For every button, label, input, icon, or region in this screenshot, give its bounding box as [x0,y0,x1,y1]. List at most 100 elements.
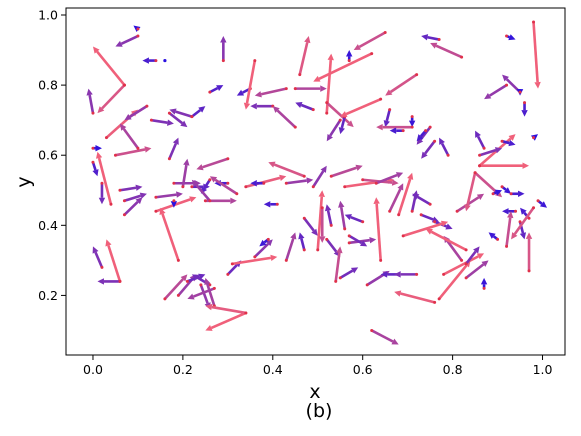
arrow-head [430,42,438,49]
arrow-shaft [465,250,477,265]
quiver-arrow [124,104,149,121]
arrow-head [511,232,518,240]
arrow-origin-dot [311,185,315,189]
arrow-origin-dot [383,31,387,35]
arrow-origin-dot [284,181,288,185]
quiver-arrow [374,172,404,185]
arrow-origin-dot [230,262,234,266]
arrow-origin-dot [415,73,419,77]
quiver-arrow [208,85,224,94]
arrow-shaft [325,238,338,253]
arrow-origin-dot [428,202,432,206]
arrow-origin-dot [410,209,414,213]
arrow-head [475,130,481,138]
arrow-origin-dot [401,234,405,238]
quiver-arrow [91,160,99,177]
arrow-origin-dot [338,276,342,280]
arrow-head [250,102,257,110]
quiver-arrow [98,181,106,205]
arrow-origin-dot [482,146,486,150]
plot-frame [65,7,566,356]
quiver-arrow [319,206,326,243]
arrow-origin-dot [442,272,446,276]
arrow-head [191,179,199,187]
arrow-shaft [195,183,211,202]
y-axis-ticks: 0.2 0.4 0.6 0.8 1.0 [38,8,66,303]
arrow-head [522,162,530,169]
arrow-origin-dot [302,174,306,178]
arrow-head [254,91,262,98]
quiver-arrow [516,89,524,96]
arrow-head [521,110,528,117]
quiver-arrow [329,164,363,178]
quiver-arrow [181,158,190,189]
arrow-head [313,75,321,82]
arrow-head [189,196,197,203]
arrow-origin-dot [167,111,171,115]
arrow-head [92,246,99,254]
arrow-head [507,211,514,219]
arrow-head [204,277,211,286]
arrow-origin-dot [208,199,212,203]
arrow-shaft [253,242,270,258]
quiver-arrow [92,46,126,87]
arrow-shaft [474,171,499,194]
arrow-head [327,53,334,61]
arrow-head [397,183,404,191]
arrow-origin-dot [208,90,212,94]
quiver-arrow [488,232,500,241]
arrow-shaft [476,135,486,149]
arrow-origin-dot [388,108,392,112]
quiver-arrow [464,260,489,280]
arrow-head [163,58,167,63]
arrow-shaft [326,210,333,226]
arrow-origin-dot [419,213,423,217]
arrow-head [180,120,188,128]
quiver-arrow [324,204,333,227]
arrow-head [144,146,152,153]
arrow-origin-dot [203,199,207,203]
arrow-origin-dot [514,209,518,213]
arrow-origin-dot [284,87,288,91]
arrow-origin-dot [437,297,441,301]
arrow-origin-dot [509,192,513,196]
x-axis-ticks: 0.0 0.2 0.4 0.6 0.8 1.0 [83,355,553,377]
arrow-head [346,120,354,128]
quiver-arrow [154,191,183,199]
arrow-origin-dot [325,111,329,115]
quiver-arrow [491,189,503,196]
arrow-origin-dot [154,59,158,63]
quiver-arrow [167,137,179,161]
arrow-shaft [285,238,295,261]
arrow-origin-dot [491,192,495,196]
quiver-arrow [204,277,216,308]
quiver-arrow [196,157,230,171]
arrow-head [142,57,149,64]
arrow-origin-dot [343,185,347,189]
arrow-origin-dot [532,20,536,24]
quiver-arrow [91,145,102,152]
arrow-origin-dot [302,216,306,220]
arrow-head [350,267,359,274]
arrow-shaft [260,87,287,96]
arrow-head [340,111,348,118]
quiver-arrow [97,278,122,285]
arrow-head [508,134,516,141]
arrow-shaft [129,105,148,118]
arrow-shaft [339,206,347,230]
arrow-shaft [203,179,211,189]
quiver-arrow [394,271,419,278]
arrow-origin-dot [118,188,122,192]
arrow-origin-dot [167,157,171,161]
arrow-head [295,102,303,108]
arrow-shaft [362,178,393,184]
quiver-arrow [334,246,343,283]
arrow-head [311,228,318,236]
arrow-origin-dot [122,199,126,203]
arrow-origin-dot [302,248,306,252]
arrow-shaft [211,305,247,315]
arrow-shaft [427,36,440,41]
arrow-origin-dot [91,146,95,150]
quiver-arrow [509,190,525,197]
arrow-head [383,120,390,128]
